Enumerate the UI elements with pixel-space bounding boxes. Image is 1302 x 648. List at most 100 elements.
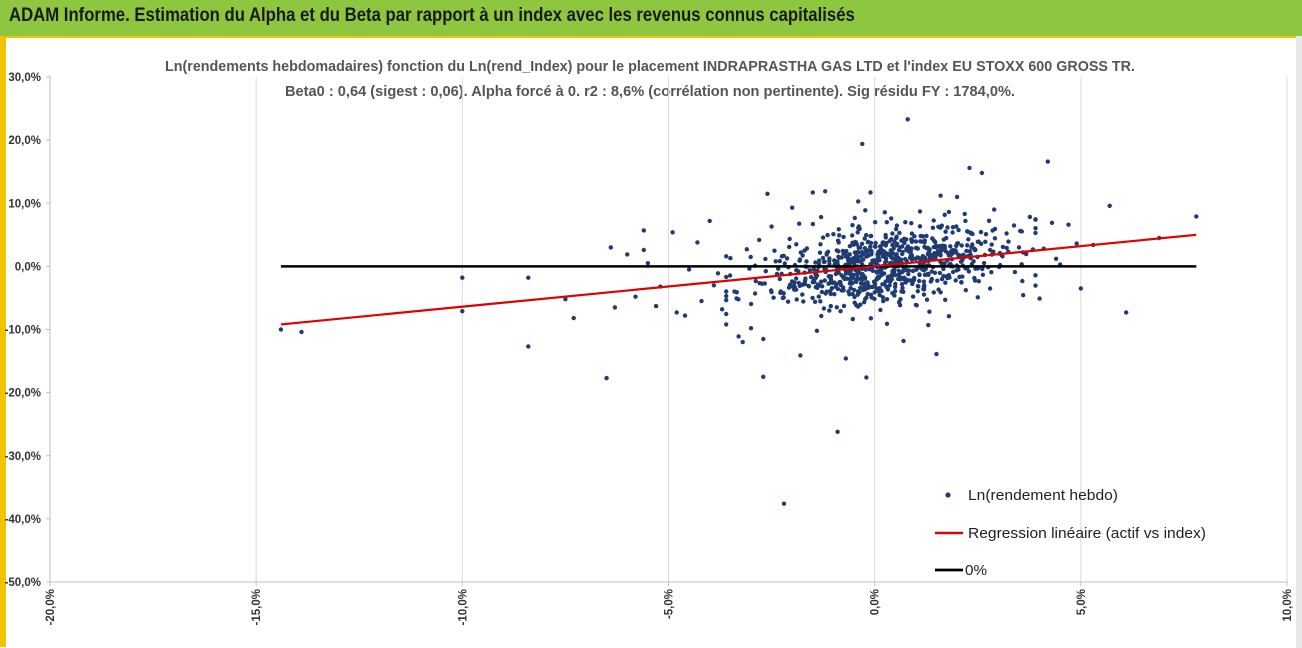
data-point (278, 327, 284, 332)
data-point (950, 230, 955, 235)
data-point (840, 248, 846, 254)
chart-title-line-1: Ln(rendements hebdomadaires) fonction du… (165, 58, 1135, 75)
data-point (645, 261, 651, 266)
legend-label: Ln(rendement hebdo) (968, 487, 1118, 504)
data-point (828, 303, 833, 309)
data-point (909, 221, 914, 226)
data-point (936, 224, 941, 229)
legend-marker-points (945, 492, 951, 498)
data-point (1053, 256, 1059, 261)
data-point (894, 258, 899, 263)
data-point (956, 227, 961, 233)
data-point (856, 199, 861, 204)
data-point (838, 279, 843, 285)
data-point (863, 249, 869, 254)
data-point (953, 278, 958, 283)
data-point (850, 316, 855, 322)
data-point (1019, 229, 1024, 234)
y-tick-label: 10,0% (8, 198, 41, 210)
data-point (843, 271, 849, 276)
data-point (753, 278, 758, 284)
data-point (850, 256, 855, 261)
data-point (904, 278, 909, 283)
data-point (816, 261, 822, 267)
data-point (900, 244, 905, 249)
data-point (612, 305, 618, 310)
data-point (930, 225, 936, 230)
data-point (864, 375, 869, 380)
data-point (863, 267, 868, 272)
data-point (965, 229, 970, 234)
data-point (967, 249, 972, 254)
legend-label: Regression linéaire (actif vs index) (968, 525, 1206, 542)
data-point (868, 316, 874, 321)
y-tick-label: -10,0% (5, 325, 41, 337)
data-point (748, 301, 754, 307)
data-point (899, 238, 904, 243)
data-point (752, 291, 758, 296)
data-point (1027, 214, 1033, 220)
data-point (724, 297, 729, 303)
chart-legend: Ln(rendement hebdo) Regression linéaire (… (935, 487, 1206, 579)
data-point (299, 329, 304, 335)
data-point (826, 281, 831, 286)
data-point (819, 289, 825, 295)
data-point (946, 314, 952, 319)
data-point (897, 274, 902, 280)
data-point (761, 374, 766, 379)
data-point (894, 235, 899, 241)
data-point (897, 230, 902, 236)
data-point (826, 274, 831, 279)
data-point (868, 292, 874, 297)
data-point (801, 299, 806, 304)
data-point (925, 245, 931, 251)
data-point (1078, 286, 1084, 291)
data-point (769, 224, 774, 229)
data-point (763, 256, 768, 262)
data-point (526, 344, 531, 349)
data-point (943, 297, 948, 302)
data-point (724, 274, 729, 280)
y-tick-label: -40,0% (5, 514, 41, 526)
data-point (877, 292, 882, 298)
y-tick-label: -30,0% (5, 451, 41, 463)
data-point (797, 283, 802, 288)
data-point (757, 237, 762, 243)
data-point (937, 243, 942, 249)
data-point (794, 297, 799, 302)
data-point (894, 252, 899, 257)
data-point (900, 285, 905, 291)
report-title: ADAM Informe. Estimation du Alpha et du … (9, 5, 855, 26)
data-point (862, 236, 867, 241)
data-point (909, 257, 914, 262)
data-point (816, 294, 821, 299)
data-point (843, 356, 848, 361)
y-tick-label: -20,0% (5, 388, 41, 400)
data-point (711, 283, 717, 288)
data-point (938, 290, 943, 295)
data-point (989, 242, 994, 247)
data-point (1049, 220, 1055, 225)
data-point (781, 501, 787, 506)
x-tick-label: 0,0% (870, 589, 882, 615)
line-layer (280, 233, 1197, 326)
data-point (763, 269, 768, 274)
data-point (882, 282, 887, 287)
data-point (931, 218, 936, 223)
data-point (915, 289, 920, 294)
data-point (695, 240, 700, 245)
data-point (963, 288, 968, 293)
data-point (899, 289, 904, 294)
data-point (873, 220, 878, 225)
data-point (851, 272, 856, 277)
data-point (904, 268, 909, 273)
data-point (1066, 222, 1071, 227)
data-point (819, 279, 824, 284)
data-point (1012, 269, 1018, 275)
data-point (787, 244, 792, 250)
data-point (1004, 245, 1009, 251)
x-tick-label: 5,0% (1076, 589, 1088, 615)
data-point (920, 234, 926, 239)
data-point (986, 218, 992, 223)
data-point (782, 261, 787, 266)
